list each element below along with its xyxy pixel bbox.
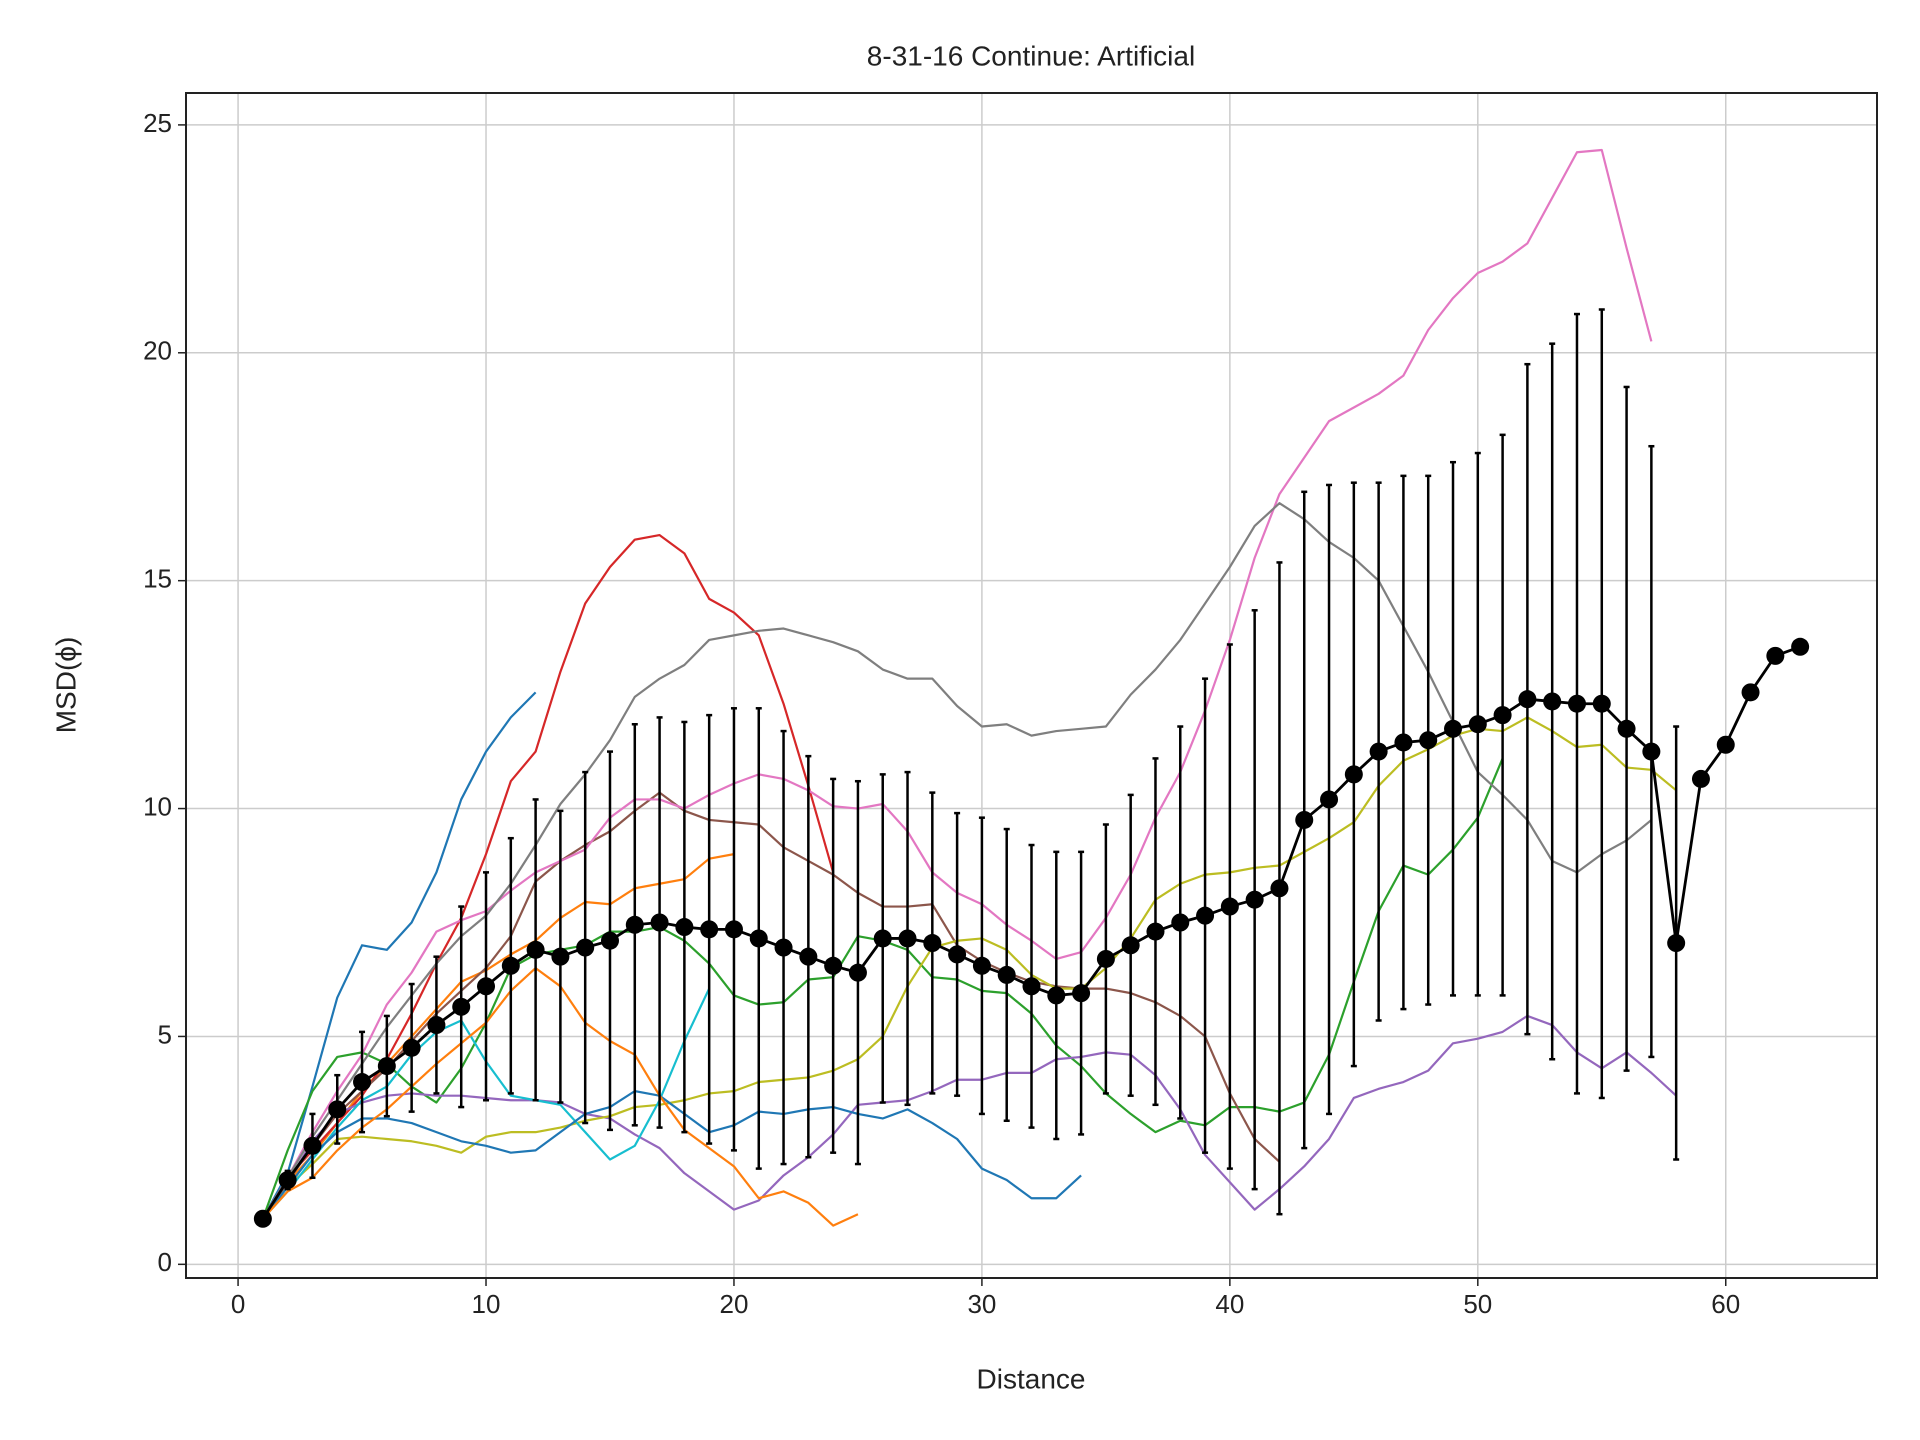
data-point [253,1209,272,1228]
data-point [1121,936,1140,955]
data-point [1741,683,1760,702]
data-point [1245,890,1264,909]
x-axis-label: Distance [977,1363,1086,1394]
series-line [261,1014,1677,1220]
data-point [278,1171,297,1190]
data-point [898,929,917,948]
y-tick-label: 0 [158,1247,172,1277]
data-point [1642,742,1661,761]
data-point [1419,731,1438,750]
y-tick-label: 5 [158,1019,172,1049]
data-point [477,977,496,996]
data-point [1295,810,1314,829]
data-point [997,965,1016,984]
x-tick-label: 40 [1215,1289,1244,1319]
data-point [1047,986,1066,1005]
data-point [303,1136,322,1155]
data-point [1072,984,1091,1003]
data-point [700,920,719,939]
x-tick-label: 20 [720,1289,749,1319]
data-point [948,945,967,964]
data-point [1022,977,1041,996]
data-point [402,1038,421,1057]
series-line [261,716,1677,1220]
y-axis-label: MSD(ϕ) [50,637,81,734]
data-point [724,920,743,939]
data-point [1146,922,1165,941]
data-point [1667,934,1686,953]
data-point [625,915,644,934]
data-point [501,956,520,975]
data-point [1617,719,1636,738]
x-tick-label: 50 [1463,1289,1492,1319]
data-point [923,934,942,953]
data-point [1716,735,1735,754]
data-point [1791,637,1810,656]
plot-frame [185,92,1878,1279]
data-point [1592,694,1611,713]
data-point [824,956,843,975]
series-line [261,534,835,1220]
data-point [377,1057,396,1076]
y-tick-label: 15 [143,564,172,594]
data-point [1468,715,1487,734]
y-tick-label: 10 [143,791,172,821]
data-point [1171,913,1190,932]
data-point [1369,742,1388,761]
x-tick-label: 30 [967,1289,996,1319]
data-point [452,997,471,1016]
data-point [427,1016,446,1035]
data-point [650,913,669,932]
data-point [600,931,619,950]
data-point [1394,733,1413,752]
y-tick-label: 20 [143,336,172,366]
data-point [873,929,892,948]
data-point [1567,694,1586,713]
data-point [526,940,545,959]
data-point [1444,719,1463,738]
series-line [261,1090,1082,1220]
data-point [353,1073,372,1092]
series-line [261,502,1653,1220]
x-tick-label: 60 [1711,1289,1740,1319]
data-point [774,938,793,957]
data-point [1196,906,1215,925]
data-point [972,956,991,975]
data-point [1543,692,1562,711]
data-point [1220,897,1239,916]
data-point [576,938,595,957]
data-point [1320,790,1339,809]
data-point [1493,706,1512,725]
data-point [328,1100,347,1119]
data-point [749,929,768,948]
data-point [1096,949,1115,968]
x-tick-label: 0 [231,1289,245,1319]
data-point [1518,690,1537,709]
y-tick-label: 25 [143,108,172,138]
data-point [848,963,867,982]
data-point [799,947,818,966]
data-point [1270,879,1289,898]
chart-title: 8-31-16 Continue: Artificial [867,40,1195,71]
data-point [1691,769,1710,788]
data-point [551,947,570,966]
data-point [1344,765,1363,784]
data-point [1766,646,1785,665]
data-point [675,918,694,937]
x-tick-label: 10 [472,1289,501,1319]
